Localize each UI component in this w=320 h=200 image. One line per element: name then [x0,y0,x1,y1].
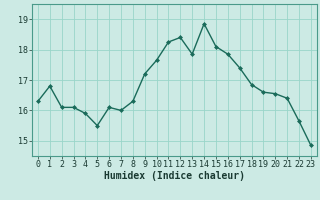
X-axis label: Humidex (Indice chaleur): Humidex (Indice chaleur) [104,171,245,181]
